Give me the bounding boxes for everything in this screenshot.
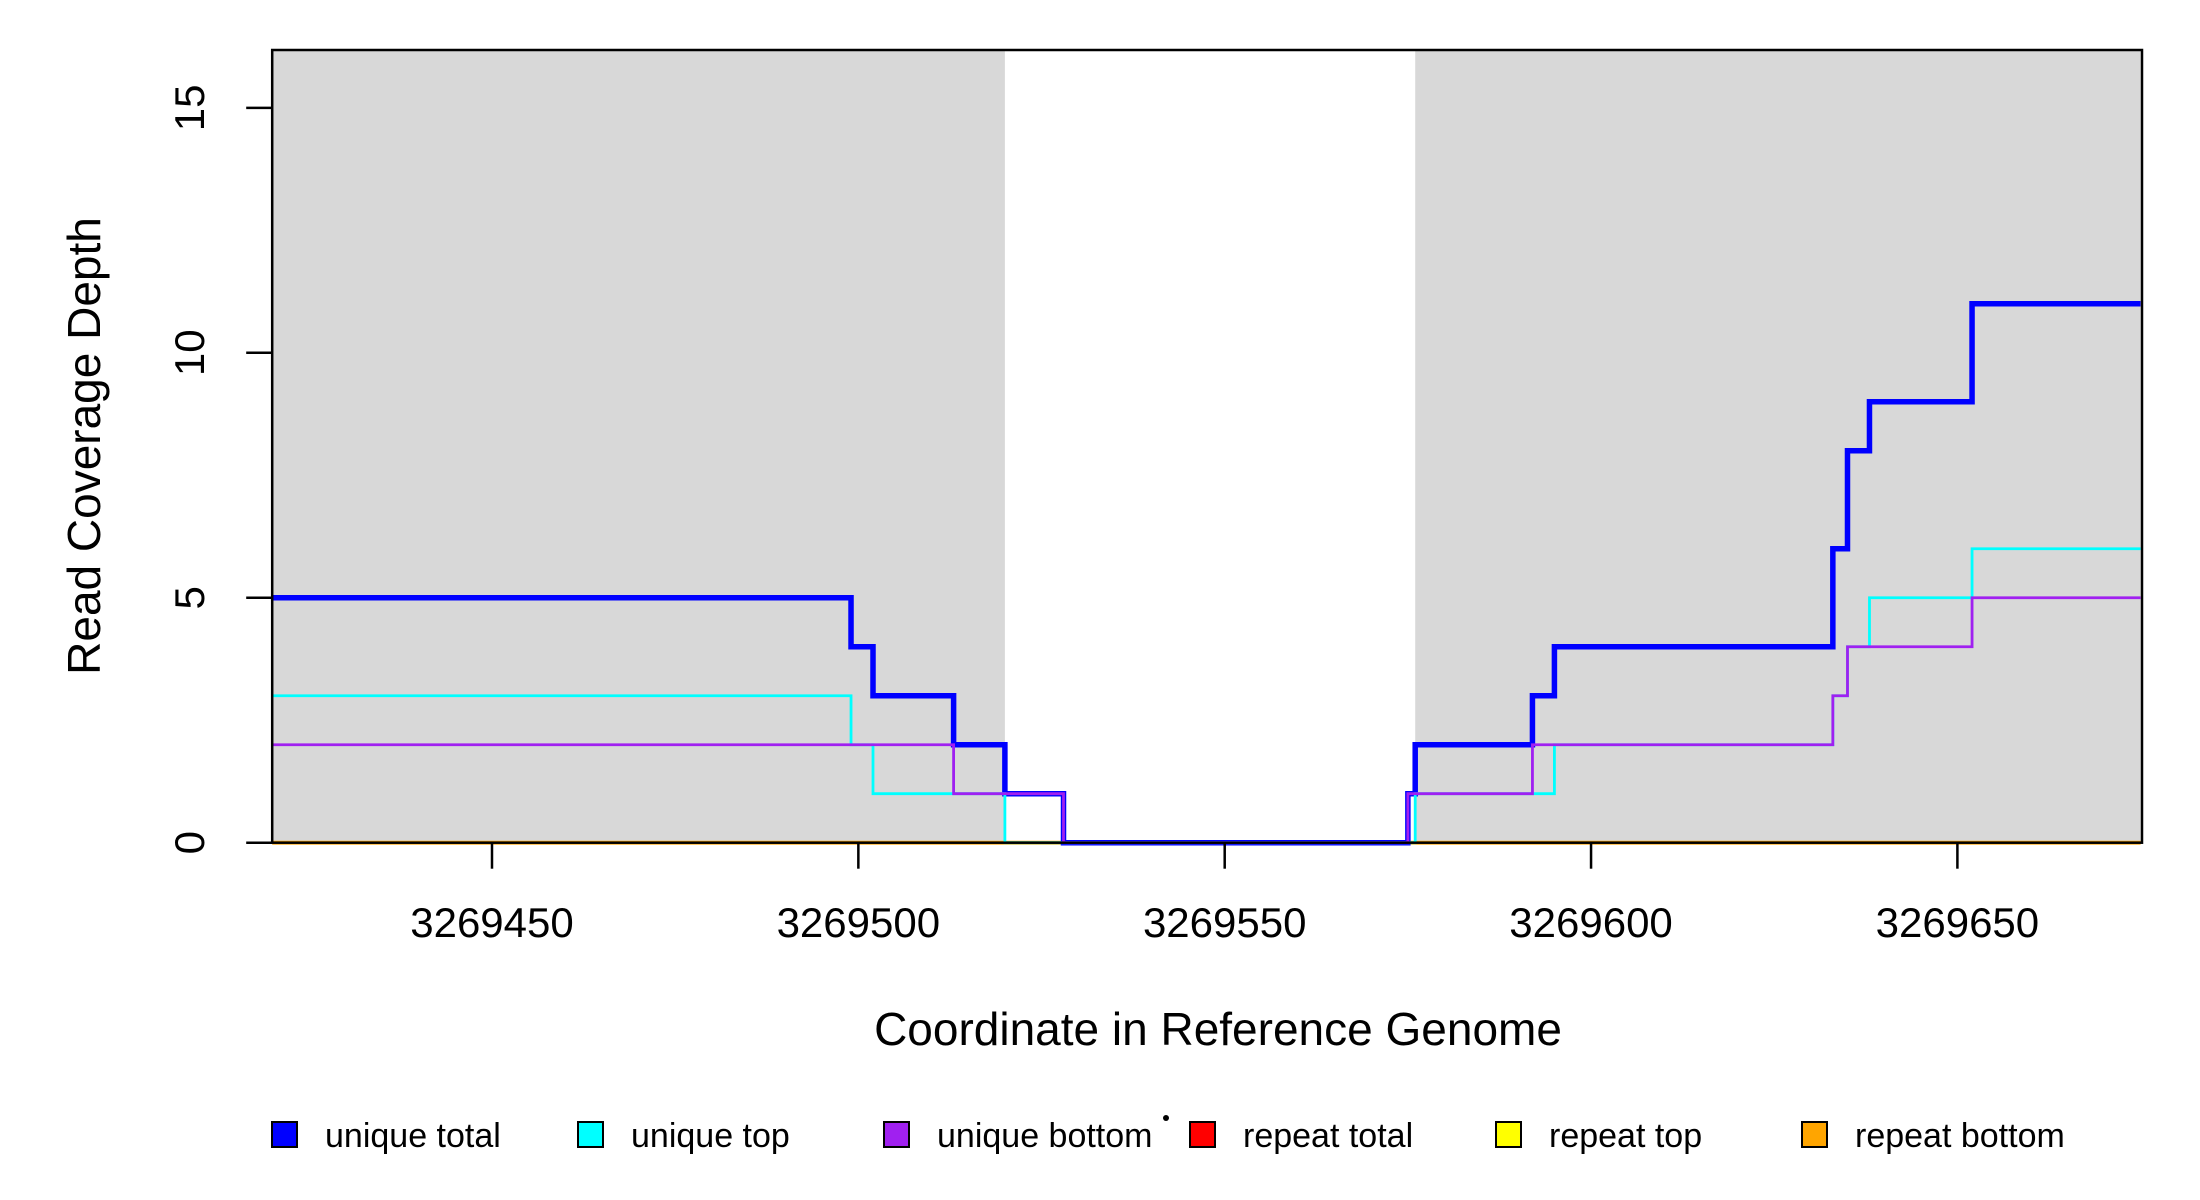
legend-label-unique-top: unique top [631,1117,790,1155]
x-axis: 3269450 3269500 3269550 3269600 3269650 [410,842,2040,946]
series-line-unique-bottom [272,596,2141,845]
x-axis-title: Coordinate in Reference Genome [874,1003,1562,1055]
series-line-unique-total [272,301,2141,846]
legend-label-repeat-total: repeat total [1243,1117,1413,1155]
legend-swatch-repeat-top [1495,1121,1522,1148]
shaded-region-1 [272,50,1005,843]
x-tick-label-3269500: 3269500 [777,899,941,946]
y-tick-label-15: 15 [166,84,213,131]
shaded-regions-group [272,50,2141,843]
y-axis: 0 5 10 15 [166,84,273,854]
x-tick-label-3269600: 3269600 [1509,899,1673,946]
stray-dot [1163,1115,1169,1121]
y-tick-label-5: 5 [166,586,213,609]
legend-label-repeat-bottom: repeat bottom [1855,1117,2065,1155]
legend-label-unique-total: unique total [325,1117,501,1155]
legend-swatch-unique-total [271,1121,298,1148]
x-tick-label-3269450: 3269450 [410,899,574,946]
legend-swatch-unique-bottom [883,1121,910,1148]
legend-label-repeat-top: repeat top [1549,1117,1702,1155]
x-tick-label-3269650: 3269650 [1876,899,2040,946]
y-tick-label-10: 10 [166,329,213,376]
x-tick-label-3269550: 3269550 [1143,899,1307,946]
y-axis-title: Read Coverage Depth [58,217,110,675]
legend-swatch-repeat-total [1189,1121,1216,1148]
plot-box-frame [270,48,2144,844]
legend: unique total unique top unique bottom repea… [271,1117,2065,1155]
shaded-region-2 [1415,50,2141,843]
series-line-unique-top [272,547,2141,845]
legend-swatch-unique-top [577,1121,604,1148]
legend-label-unique-bottom: unique bottom [937,1117,1153,1155]
legend-swatch-repeat-bottom [1801,1121,1828,1148]
y-tick-label-0: 0 [166,831,213,854]
